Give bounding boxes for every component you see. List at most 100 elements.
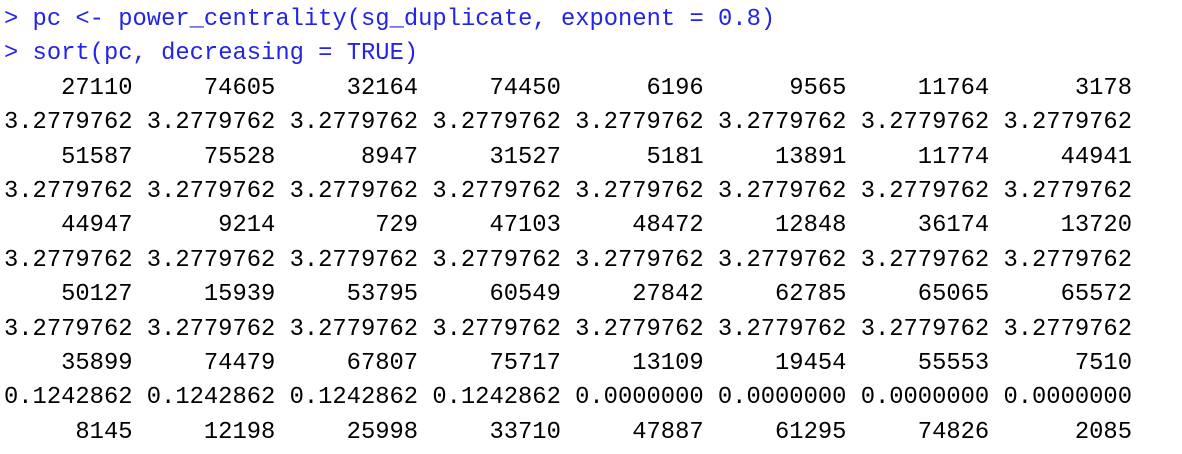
names-row: 51587 75528 8947 31527 5181 13891 11774 44941 xyxy=(4,141,1182,175)
centrality-value: 3.2779762 xyxy=(289,109,419,137)
node-id: 33710 xyxy=(489,418,561,446)
node-id: 25998 xyxy=(346,418,419,446)
centrality-value: 3.2779762 xyxy=(1003,246,1132,274)
centrality-value: 3.2779762 xyxy=(717,177,847,205)
node-id: 55553 xyxy=(917,349,990,377)
centrality-value: 0.0000000 xyxy=(575,384,704,412)
centrality-value: 3.2779762 xyxy=(4,109,133,137)
centrality-value: 3.2779762 xyxy=(860,246,990,274)
centrality-value: 3.2779762 xyxy=(432,109,561,137)
names-row: 44947 9214 729 47103 48472 12848 36174 13720 xyxy=(4,209,1182,243)
names-row: 50127 15939 53795 60549 27842 62785 65065 65572 xyxy=(4,278,1182,312)
centrality-value: 3.2779762 xyxy=(575,177,704,205)
centrality-value: 3.2779762 xyxy=(289,177,419,205)
values-row: 0.1242862 0.1242862 0.1242862 0.1242862 0.00… xyxy=(4,381,1182,415)
centrality-value: 3.2779762 xyxy=(575,315,704,343)
node-id: 48472 xyxy=(632,212,704,240)
centrality-value: 3.2779762 xyxy=(860,177,990,205)
centrality-value: 3.2779762 xyxy=(146,177,276,205)
node-id: 7510 xyxy=(1074,349,1132,377)
node-id: 50127 xyxy=(61,281,133,309)
centrality-value: 3.2779762 xyxy=(4,315,133,343)
node-id: 15939 xyxy=(203,281,276,309)
centrality-value: 3.2779762 xyxy=(432,246,561,274)
node-id: 65572 xyxy=(1060,281,1132,309)
node-id: 8947 xyxy=(360,143,419,171)
node-id: 11764 xyxy=(917,74,990,102)
node-id: 44947 xyxy=(61,212,133,240)
centrality-value: 0.0000000 xyxy=(1003,384,1132,412)
values-row: 3.2779762 3.2779762 3.2779762 3.2779762 3.27… xyxy=(4,106,1182,140)
node-id: 11774 xyxy=(917,143,990,171)
names-row: 8145 12198 25998 33710 47887 61295 74826 2085 xyxy=(4,416,1182,450)
node-id: 60549 xyxy=(489,281,561,309)
names-row: 27110 74605 32164 74450 6196 9565 11764 3178 xyxy=(4,72,1182,106)
names-row: 35899 74479 67807 75717 13109 19454 55553 7510 xyxy=(4,347,1182,381)
centrality-value: 0.0000000 xyxy=(717,384,847,412)
node-id: 61295 xyxy=(775,418,847,446)
node-id: 9214 xyxy=(218,212,276,240)
centrality-value: 3.2779762 xyxy=(1003,177,1132,205)
centrality-value: 3.2779762 xyxy=(289,246,419,274)
centrality-value: 0.0000000 xyxy=(860,384,990,412)
centrality-value: 0.1242862 xyxy=(4,384,133,412)
node-id: 9565 xyxy=(789,74,847,102)
node-id: 67807 xyxy=(346,349,419,377)
node-id: 8145 xyxy=(75,418,133,446)
centrality-value: 3.2779762 xyxy=(146,246,276,274)
centrality-value: 3.2779762 xyxy=(4,177,133,205)
node-id: 75528 xyxy=(203,143,276,171)
command-line: > sort(pc, decreasing = TRUE) xyxy=(4,40,419,68)
node-id: 3178 xyxy=(1074,74,1132,102)
node-id: 12198 xyxy=(203,418,276,446)
node-id: 32164 xyxy=(346,74,419,102)
centrality-value: 3.2779762 xyxy=(146,109,276,137)
centrality-value: 3.2779762 xyxy=(432,315,561,343)
node-id: 6196 xyxy=(646,74,704,102)
node-id: 13720 xyxy=(1060,212,1132,240)
node-id: 47103 xyxy=(489,212,561,240)
centrality-value: 3.2779762 xyxy=(717,109,847,137)
centrality-value: 3.2779762 xyxy=(289,315,419,343)
node-id: 35899 xyxy=(61,349,133,377)
centrality-value: 3.2779762 xyxy=(717,315,847,343)
node-id: 75717 xyxy=(489,349,561,377)
node-id: 13891 xyxy=(775,143,847,171)
centrality-value: 3.2779762 xyxy=(4,246,133,274)
centrality-value: 3.2779762 xyxy=(146,315,276,343)
node-id: 44941 xyxy=(1060,143,1132,171)
node-id: 729 xyxy=(375,212,419,240)
node-id: 12848 xyxy=(775,212,847,240)
centrality-value: 0.1242862 xyxy=(146,384,276,412)
values-row: 3.2779762 3.2779762 3.2779762 3.2779762 3.27… xyxy=(4,313,1182,347)
centrality-value: 0.1242862 xyxy=(432,384,561,412)
centrality-value: 0.1242862 xyxy=(289,384,419,412)
node-id: 27110 xyxy=(61,74,133,102)
centrality-value: 3.2779762 xyxy=(717,246,847,274)
centrality-value: 3.2779762 xyxy=(575,109,704,137)
node-id: 5181 xyxy=(646,143,704,171)
node-id: 62785 xyxy=(775,281,847,309)
centrality-value: 3.2779762 xyxy=(860,109,990,137)
node-id: 36174 xyxy=(917,212,990,240)
centrality-value: 3.2779762 xyxy=(432,177,561,205)
node-id: 74826 xyxy=(917,418,990,446)
node-id: 2085 xyxy=(1074,418,1132,446)
centrality-value: 3.2779762 xyxy=(860,315,990,343)
node-id: 53795 xyxy=(346,281,419,309)
centrality-value: 3.2779762 xyxy=(1003,109,1132,137)
command-line: > pc <- power_centrality(sg_duplicate, e… xyxy=(4,6,776,33)
node-id: 27842 xyxy=(632,281,704,309)
node-id: 74450 xyxy=(489,74,561,102)
node-id: 47887 xyxy=(632,418,704,446)
node-id: 51587 xyxy=(61,143,133,171)
node-id: 13109 xyxy=(632,349,704,377)
node-id: 74605 xyxy=(203,74,276,102)
node-id: 65065 xyxy=(917,281,990,309)
values-row: 3.2779762 3.2779762 3.2779762 3.2779762 3.27… xyxy=(4,175,1182,209)
values-row: 3.2779762 3.2779762 3.2779762 3.2779762 3.27… xyxy=(4,244,1182,278)
centrality-value: 3.2779762 xyxy=(1003,315,1132,343)
node-id: 74479 xyxy=(203,349,276,377)
node-id: 31527 xyxy=(489,143,561,171)
